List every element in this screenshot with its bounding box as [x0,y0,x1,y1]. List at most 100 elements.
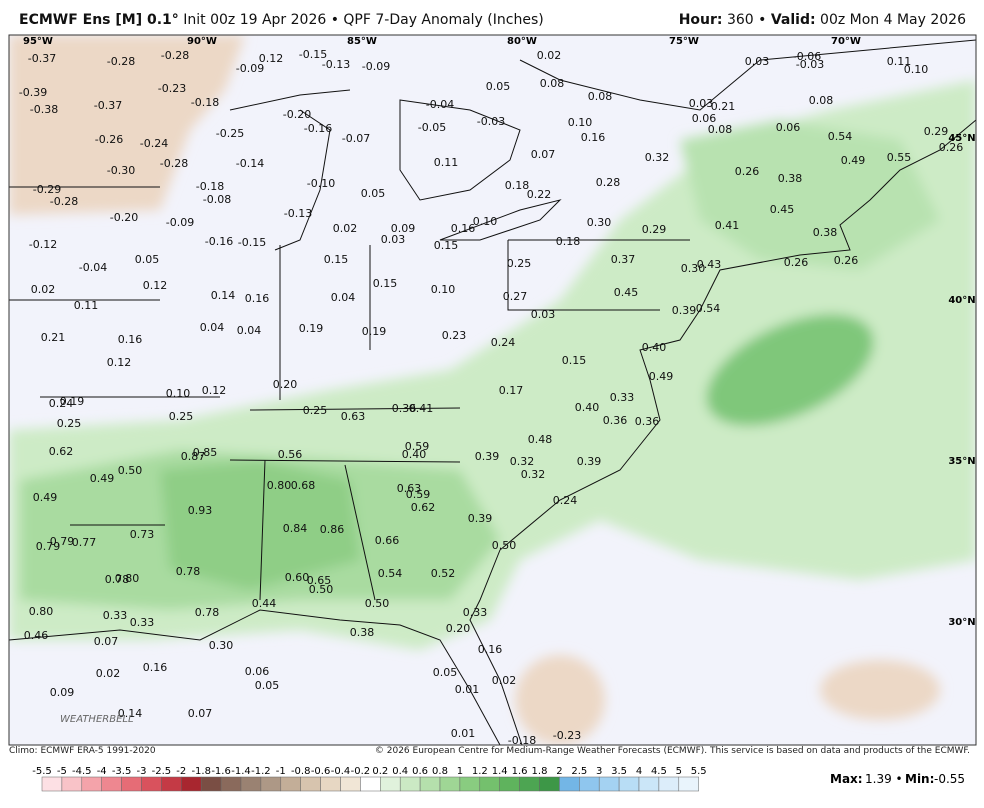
min-label: Min: [905,772,934,786]
value-label: 0.32 [510,455,535,468]
value-label: 0.45 [770,203,795,216]
lon-label: 95°W [23,36,53,47]
lon-label: 70°W [831,36,861,47]
legend-swatch [161,776,182,792]
value-label: 0.28 [596,176,621,189]
value-label: 0.04 [237,324,262,337]
legend-swatch [419,776,441,792]
value-label: 0.04 [331,291,356,304]
legend-label: -0.6 [311,766,331,777]
value-label: 0.08 [809,94,834,107]
value-label: 0.86 [320,523,345,536]
value-label: 0.78 [176,565,201,578]
legend-swatch [300,776,321,792]
value-label: 0.12 [259,52,284,65]
legend-swatch [280,776,301,792]
value-label: 0.87 [181,450,206,463]
value-label: 0.33 [463,606,488,619]
value-label: 0.08 [540,77,565,90]
legend-label: -0.2 [351,766,371,777]
value-label: -0.10 [307,177,335,190]
legend-swatch [459,776,481,792]
value-label: 0.08 [588,90,613,103]
legend-swatch [141,776,162,792]
value-label: 0.41 [409,402,434,415]
value-label: -0.15 [299,48,327,61]
lat-label: 45°N [948,133,975,144]
legend-label: -1.6 [211,766,231,777]
climo: Climo: ECMWF ERA-5 1991-2020 [9,746,156,756]
value-label: -0.09 [362,60,390,73]
value-label: 0.10 [568,116,593,129]
legend-label: 5.5 [691,766,707,777]
value-label: 0.15 [373,277,398,290]
legend-label: -2 [176,766,186,777]
value-label: 0.36 [635,415,660,428]
valid-label: Valid: [770,12,816,28]
value-label: 0.80 [29,605,54,618]
value-label: 0.14 [211,289,236,302]
value-label: 0.05 [433,666,458,679]
value-label: 0.65 [307,574,332,587]
value-label: -0.13 [322,58,350,71]
header-right: Hour: 360 • Valid: 00z Mon 4 May 2026 [679,12,966,28]
value-label: 0.21 [711,100,736,113]
map-body: -0.37 -0.28 -0.28-0.23-0.090.12 -0.15-0.13-… [9,35,976,745]
legend-label: 5 [676,766,682,777]
legend-swatch [678,776,699,792]
legend-swatch [181,776,202,792]
value-label: 0.01 [455,683,480,696]
value-label: 0.32 [645,151,670,164]
legend-label: -1 [276,766,286,777]
value-label: 0.29 [924,125,949,138]
hour-label: Hour: [678,12,723,28]
value-label: 0.78 [195,606,220,619]
value-label: 0.38 [813,226,838,239]
value-label: -0.04 [79,261,107,274]
legend-swatch [479,776,500,792]
value-label: 0.22 [527,188,552,201]
value-label: 0.24 [49,397,74,410]
max: 1.39 • [865,772,903,786]
value-label: 0.19 [299,322,324,335]
legend-swatch [399,776,421,792]
legend-label: -1.4 [231,766,251,777]
value-label: 0.49 [90,472,115,485]
legend-label: 1.6 [512,766,528,777]
lat-label: 40°N [948,295,975,306]
legend-swatch [598,776,620,792]
lon-label: 75°W [669,36,699,47]
legend-label: 0.8 [432,766,448,777]
value-label: 0.79 [50,535,75,548]
value-label: -0.28 [161,49,189,62]
init: Init 00z 19 Apr 2026 • QPF 7-Day Anomaly… [183,12,544,28]
value-label: 0.33 [610,391,635,404]
value-label: 0.39 [475,450,500,463]
value-label: 0.85 [193,446,218,459]
value-label: 0.78 [105,573,130,586]
value-label: 0.33 [103,609,128,622]
value-label: -0.23 [553,729,581,742]
legend-label: -3.5 [112,766,132,777]
legend-label: 4 [636,766,642,777]
value-label: 0.11 [434,156,459,169]
value-label: 0.77 [72,536,97,549]
value-label: 0.50 [365,597,390,610]
value-label: 0.38 [778,172,803,185]
value-label: 0.44 [252,597,277,610]
value-label: 0.05 [255,679,280,692]
value-label: 0.07 [94,635,119,648]
value-label: 0.16 [118,333,143,346]
value-label: 0.26 [834,254,859,267]
header-left: ECMWF Ens [M] 0.1° Init 00z 19 Apr 2026 … [19,12,544,28]
value-label: 0.10 [473,215,498,228]
value-label: -0.13 [284,207,312,220]
value-label: 0.12 [143,279,168,292]
value-label: -0.39 [19,86,47,99]
legend-label: 3.5 [611,766,627,777]
value-label: 0.12 [107,356,132,369]
value-label: 0.14 [118,707,143,720]
legend-label: 1 [457,766,463,777]
value-label: 0.18 [505,179,530,192]
